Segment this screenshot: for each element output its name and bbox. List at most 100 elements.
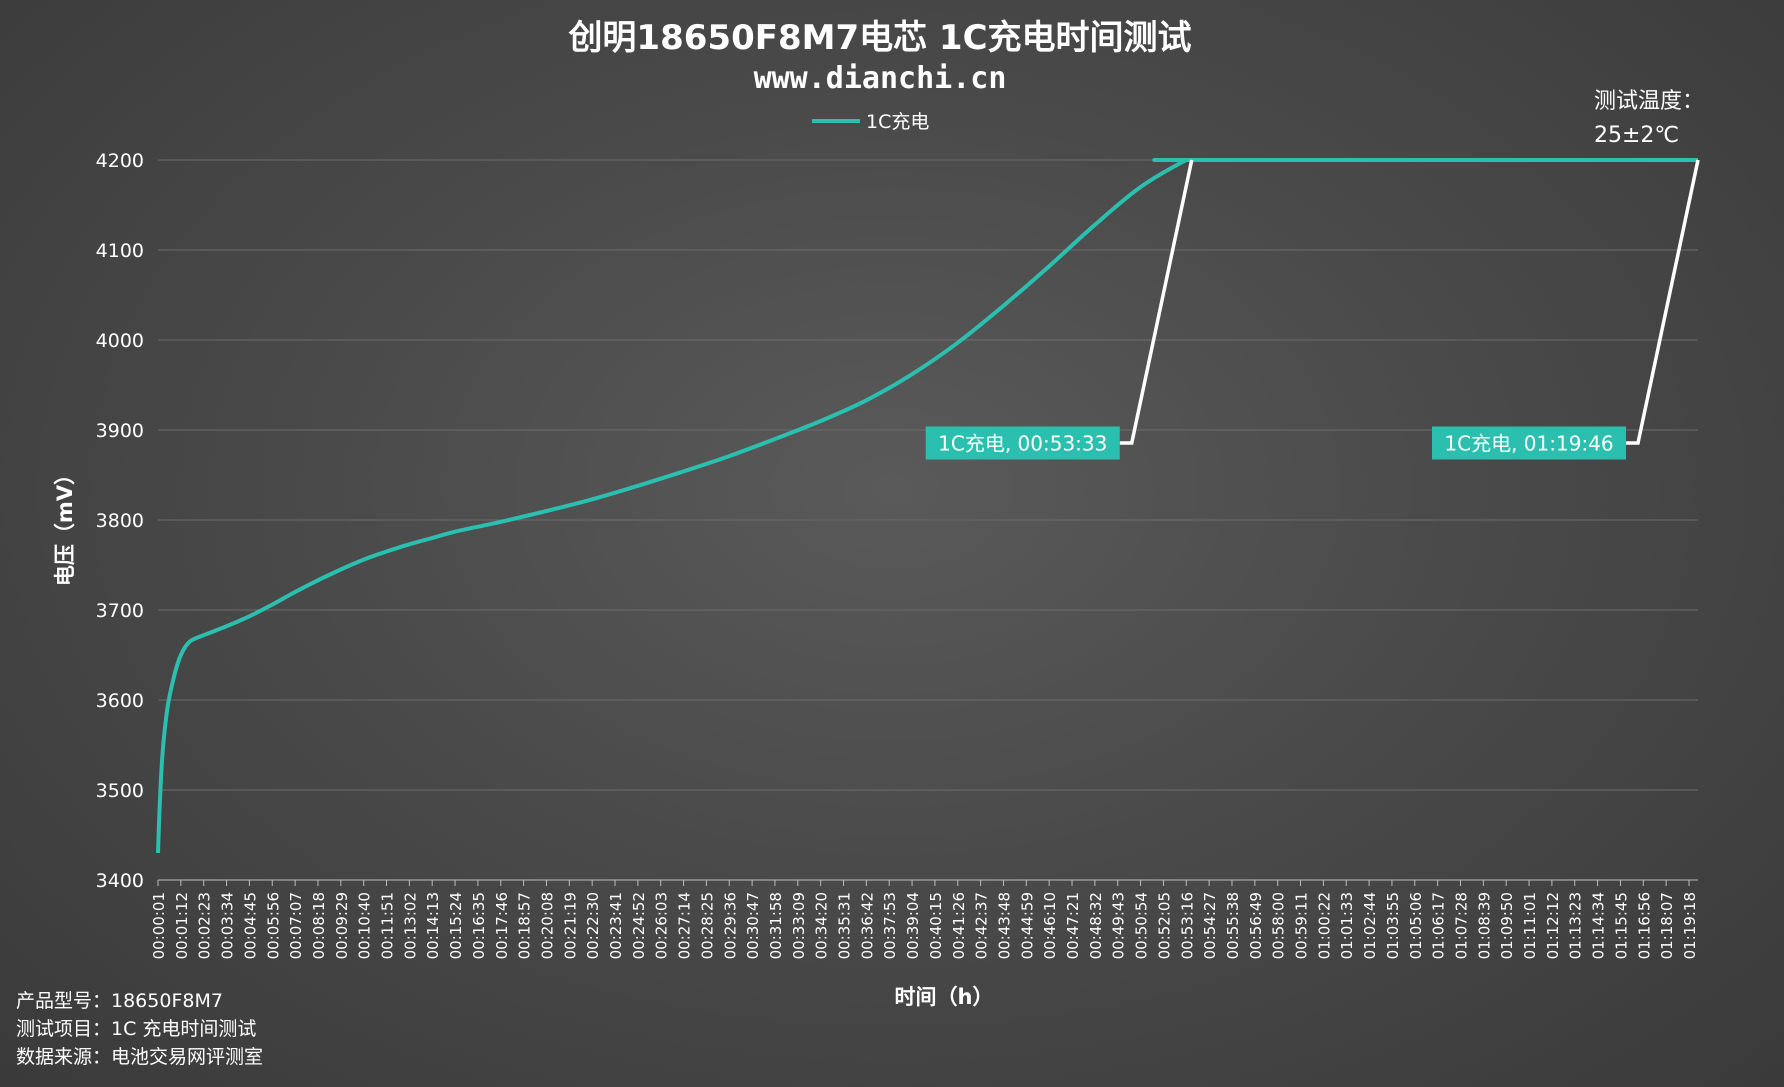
x-tick-label: 00:34:20 (813, 892, 831, 959)
x-tick-label: 01:02:44 (1361, 892, 1379, 959)
x-tick-label: 00:27:14 (676, 892, 694, 959)
x-axis: 00:00:01 00:01:12 00:02:23 00:03:34 00:04:45… (150, 880, 1699, 959)
x-tick-label: 00:22:30 (584, 892, 602, 959)
x-tick-label: 01:01:33 (1338, 892, 1356, 959)
x-tick-label: 00:48:32 (1087, 892, 1105, 959)
x-tick-label: 00:08:18 (310, 892, 328, 959)
x-tick-label: 01:12:12 (1544, 892, 1562, 959)
annotations: 1C充电, 00:53:33 1C充电, 01:19:46 (925, 159, 1700, 460)
y-tick-label: 3500 (96, 780, 144, 802)
y-tick-label: 3600 (96, 690, 144, 712)
x-tick-label: 00:43:48 (995, 892, 1013, 959)
x-tick-label: 00:39:04 (904, 892, 922, 959)
x-tick-label: 00:41:26 (950, 892, 968, 959)
x-tick-label: 00:47:21 (1064, 892, 1082, 959)
footer-test-item: 测试项目：1C 充电时间测试 (16, 1018, 257, 1040)
y-tick-label: 3800 (96, 510, 144, 532)
y-tick-label: 3900 (96, 420, 144, 442)
x-tick-label: 01:08:39 (1475, 892, 1493, 959)
x-tick-label: 00:44:59 (1018, 892, 1036, 959)
x-tick-label: 01:00:22 (1315, 892, 1333, 959)
x-tick-label: 00:53:16 (1178, 892, 1196, 959)
y-axis: 3400 3500 3600 3700 3800 3900 4000 4100 4200 (96, 150, 144, 892)
x-tick-label: 00:46:10 (1041, 892, 1059, 959)
series-line-0 (156, 157, 1698, 854)
x-tick-label: 00:35:31 (836, 892, 854, 959)
y-axis-label: 电压（mV） (53, 464, 77, 586)
x-tick-label: 00:02:23 (196, 892, 214, 959)
annotation-leader-1 (1626, 159, 1700, 445)
x-tick-label: 00:14:13 (424, 892, 442, 959)
x-tick-label: 00:59:11 (1293, 892, 1311, 959)
x-tick-label: 00:10:40 (356, 892, 374, 959)
x-tick-label: 00:50:54 (1133, 892, 1151, 959)
x-tick-label: 00:56:49 (1247, 892, 1265, 959)
x-tick-label: 00:15:24 (447, 892, 465, 959)
footer-model: 产品型号：18650F8M7 (16, 990, 223, 1012)
x-axis-label: 时间（h） (895, 985, 994, 1009)
x-tick-label: 00:03:34 (219, 892, 237, 959)
x-tick-label: 00:17:46 (493, 892, 511, 959)
x-tick-label: 00:37:53 (881, 892, 899, 959)
x-tick-label: 00:09:29 (333, 892, 351, 959)
y-tick-label: 4000 (96, 330, 144, 352)
x-tick-label: 01:13:23 (1567, 892, 1585, 959)
annotation-box-1 (1432, 426, 1626, 460)
annotation-label-0: 1C充电, 00:53:33 (938, 432, 1107, 456)
x-tick-label: 00:31:58 (767, 892, 785, 959)
annotation-label-1: 1C充电, 01:19:46 (1444, 432, 1613, 456)
annotation-box-0 (925, 426, 1120, 460)
x-tick-label: 00:00:01 (150, 892, 168, 959)
x-tick-label: 01:05:06 (1407, 892, 1425, 959)
annotation-leader-0 (1119, 159, 1194, 445)
x-tick-label: 00:42:37 (973, 892, 991, 959)
x-tick-label: 00:13:02 (401, 892, 419, 959)
chart-title: 创明18650F8M7电芯 1C充电时间测试 (567, 18, 1191, 58)
x-tick-label: 01:14:34 (1590, 892, 1608, 959)
x-tick-label: 01:06:17 (1430, 892, 1448, 959)
x-tick-label: 00:36:42 (858, 892, 876, 959)
x-tick-label: 00:33:09 (790, 892, 808, 959)
legend-label: 1C充电 (866, 111, 929, 133)
x-tick-label: 01:07:28 (1452, 892, 1470, 959)
x-tick-label: 00:16:35 (470, 892, 488, 959)
x-tick-label: 00:54:27 (1201, 892, 1219, 959)
x-tick-label: 00:11:51 (379, 892, 397, 959)
x-tick-label: 00:49:43 (1110, 892, 1128, 959)
x-tick-label: 01:11:01 (1521, 892, 1539, 959)
x-tick-label: 00:20:08 (538, 892, 556, 959)
x-tick-label: 00:23:41 (607, 892, 625, 959)
series-lines (156, 157, 1698, 854)
x-tick-label: 01:19:18 (1681, 892, 1699, 959)
y-tick-label: 3700 (96, 600, 144, 622)
x-tick-label: 00:58:00 (1270, 892, 1288, 959)
y-tick-label: 4100 (96, 240, 144, 262)
x-tick-label: 00:28:25 (698, 892, 716, 959)
x-tick-label: 00:29:36 (721, 892, 739, 959)
y-tick-label: 4200 (96, 150, 144, 172)
x-tick-label: 00:26:03 (653, 892, 671, 959)
x-tick-label: 00:05:56 (264, 892, 282, 959)
chart-subtitle: www.dianchi.cn (754, 61, 1007, 96)
x-tick-label: 00:18:57 (516, 892, 534, 959)
x-tick-label: 00:52:05 (1155, 892, 1173, 959)
note-line-2: 25±2℃ (1594, 123, 1679, 148)
footer-source: 数据来源：电池交易网评测室 (16, 1046, 264, 1068)
note: 测试温度： 25±2℃ (1594, 89, 1704, 148)
x-tick-label: 00:07:07 (287, 892, 305, 959)
x-tick-label: 00:04:45 (241, 892, 259, 959)
x-tick-label: 00:01:12 (173, 892, 191, 959)
y-tick-label: 3400 (96, 870, 144, 892)
x-tick-label: 01:03:55 (1384, 892, 1402, 959)
x-tick-label: 00:30:47 (744, 892, 762, 959)
grid (158, 159, 1698, 881)
x-tick-label: 01:18:07 (1658, 892, 1676, 959)
note-line-1: 测试温度： (1594, 89, 1704, 114)
legend: 1C充电 (812, 111, 929, 133)
x-tick-label: 01:09:50 (1498, 892, 1516, 959)
x-tick-label: 01:16:56 (1635, 892, 1653, 959)
x-tick-label: 00:21:19 (561, 892, 579, 959)
x-tick-label: 00:24:52 (630, 892, 648, 959)
x-tick-label: 01:15:45 (1612, 892, 1630, 959)
